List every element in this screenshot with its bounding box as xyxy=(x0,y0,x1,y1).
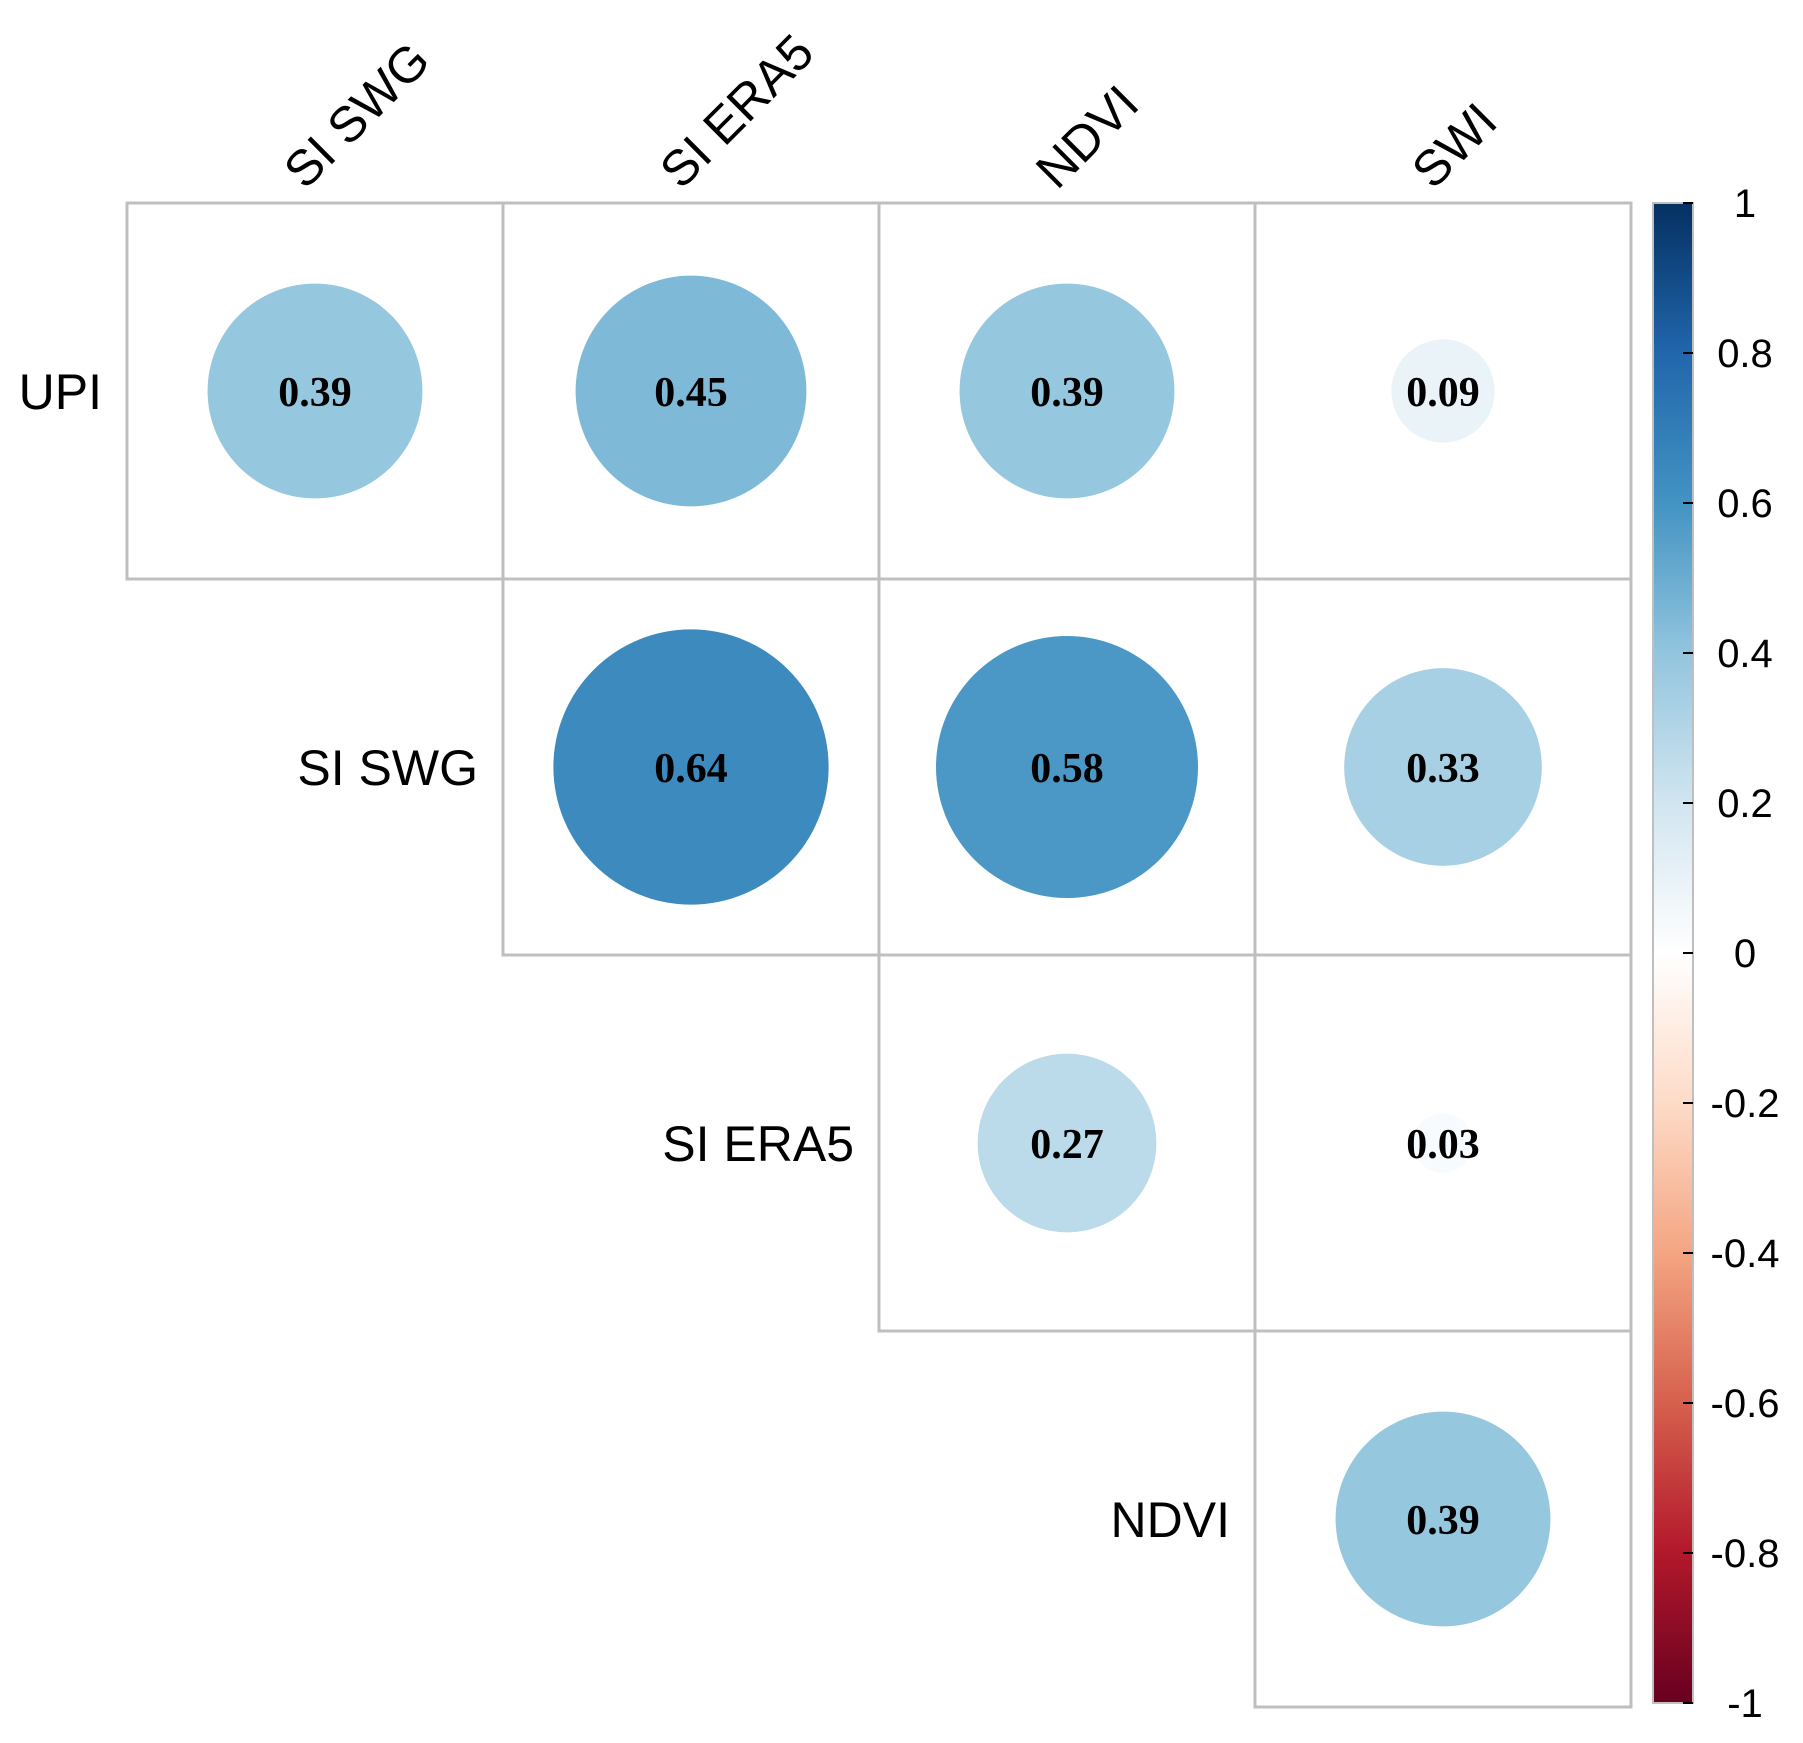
colorbar-tick-label: -0.6 xyxy=(1711,1382,1780,1426)
correlation-circle xyxy=(207,283,423,499)
correlation-circle xyxy=(553,629,829,905)
correlation-circle xyxy=(1344,668,1542,866)
cell-upi-ndvi: 0.39 xyxy=(877,201,1257,581)
correlation-value-label: 0.03 xyxy=(1406,1122,1480,1168)
colorbar-tick-label: -1 xyxy=(1727,1682,1763,1726)
correlation-value-label: 0.45 xyxy=(654,370,728,416)
colorbar-tick-label: -0.2 xyxy=(1711,1082,1780,1126)
correlation-value-label: 0.27 xyxy=(1030,1122,1104,1168)
colorbar-tick-label: 0.6 xyxy=(1717,482,1773,526)
cell-si-era5-ndvi: 0.27 xyxy=(877,953,1257,1333)
row-label: SI ERA5 xyxy=(662,1116,854,1172)
correlation-circle xyxy=(575,275,807,507)
cell-ndvi-swi: 0.39 xyxy=(1253,1329,1633,1709)
correlation-circle xyxy=(977,1053,1157,1233)
cell-si-swg-ndvi: 0.58 xyxy=(877,577,1257,957)
colorbar-tick-label: 1 xyxy=(1734,182,1756,226)
column-label: NDVI xyxy=(1025,75,1149,199)
correlation-value-label: 0.58 xyxy=(1030,746,1104,792)
cell-si-swg-swi: 0.33 xyxy=(1253,577,1633,957)
cell-si-era5-swi: 0.03 xyxy=(1253,953,1633,1333)
column-label: SWI xyxy=(1401,92,1507,198)
column-labels: SI SWG SI ERA5 NDVI SWI xyxy=(273,24,1507,199)
cell-si-swg-si-era5: 0.64 xyxy=(501,577,881,957)
colorbar-tick-label: 0.8 xyxy=(1717,332,1773,376)
correlation-value-label: 0.39 xyxy=(1030,370,1104,416)
cell-upi-si-swg: 0.39 xyxy=(125,201,505,581)
correlation-value-label: 0.33 xyxy=(1406,746,1480,792)
column-label: SI SWG xyxy=(273,31,440,198)
correlation-value-label: 0.39 xyxy=(278,370,352,416)
colorbar: 1 0.8 0.6 0.4 0.2 0 -0.2 -0.4 -0.6 -0.8 -1 xyxy=(1652,182,1780,1726)
correlation-value-label: 0.64 xyxy=(654,746,728,792)
correlation-circle xyxy=(959,283,1175,499)
correlation-value-label: 0.39 xyxy=(1406,1498,1480,1544)
column-label: SI ERA5 xyxy=(649,24,824,199)
row-labels: UPI SI SWG SI ERA5 NDVI xyxy=(19,364,1230,1548)
row-label: NDVI xyxy=(1111,1492,1230,1548)
cell-upi-si-era5: 0.45 xyxy=(501,201,881,581)
colorbar-tick-label: 0.2 xyxy=(1717,782,1773,826)
correlation-circle xyxy=(1335,1411,1551,1627)
colorbar-tick-label: 0.4 xyxy=(1717,632,1773,676)
correlation-circle xyxy=(1391,339,1495,443)
row-label: SI SWG xyxy=(297,740,478,796)
correlation-circle xyxy=(1413,1113,1473,1173)
cell-upi-swi: 0.09 xyxy=(1253,201,1633,581)
row-label: UPI xyxy=(19,364,102,420)
colorbar-tick-label: -0.4 xyxy=(1711,1232,1780,1276)
colorbar-tick-label: -0.8 xyxy=(1711,1532,1780,1576)
colorbar-tick-label: 0 xyxy=(1734,932,1756,976)
matrix-cells: 0.39 0.45 0.39 0.09 0.64 0.58 0.33 0.27 0.03 0.39 xyxy=(125,201,1633,1709)
correlation-value-label: 0.09 xyxy=(1406,370,1480,416)
correlation-circle xyxy=(935,635,1199,899)
